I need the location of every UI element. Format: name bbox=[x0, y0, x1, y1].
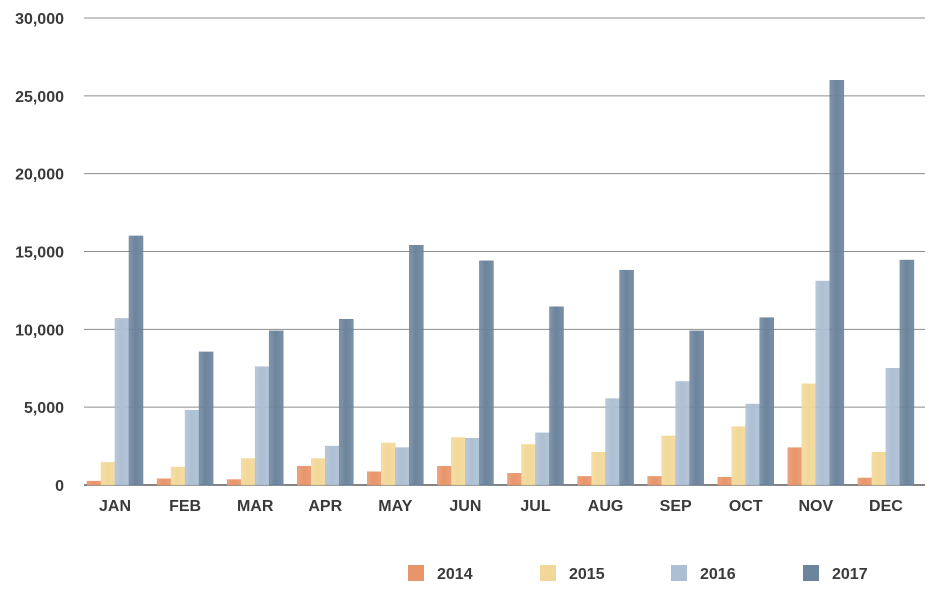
bar-2015-jun bbox=[451, 437, 466, 486]
bar-2014-jul bbox=[507, 473, 522, 486]
bar-2015-may bbox=[381, 442, 396, 486]
bar-2014-apr bbox=[297, 466, 312, 486]
bar-2017-feb bbox=[198, 351, 214, 486]
x-tick-label: MAY bbox=[378, 498, 412, 515]
x-tick-label: NOV bbox=[798, 498, 833, 515]
legend-item-2014: 2014 bbox=[408, 565, 473, 583]
legend-label: 2014 bbox=[437, 566, 473, 583]
bar-2016-aug bbox=[605, 398, 620, 486]
bar-2017-may bbox=[409, 245, 424, 486]
bar-2014-sep bbox=[647, 476, 662, 486]
y-axis-tick-labels: 0 5,000 10,000 15,000 20,000 25,000 30,000 bbox=[15, 11, 64, 495]
y-tick-label: 20,000 bbox=[15, 167, 64, 184]
bar-group-jun bbox=[437, 260, 494, 486]
bar-2017-sep bbox=[689, 330, 704, 486]
x-tick-label: AUG bbox=[588, 498, 624, 515]
legend-swatch bbox=[540, 565, 556, 581]
bar-2015-aug bbox=[591, 452, 606, 486]
bar-2014-aug bbox=[577, 476, 592, 486]
bar-2015-mar bbox=[240, 458, 256, 486]
bar-2017-nov bbox=[829, 80, 845, 486]
bar-2016-sep bbox=[675, 381, 690, 486]
bar-2014-dec bbox=[857, 477, 873, 486]
y-tick-label: 30,000 bbox=[15, 11, 64, 28]
bar-2016-apr bbox=[325, 445, 340, 486]
bar-2015-jul bbox=[521, 444, 536, 486]
bar-2014-jan bbox=[86, 480, 102, 486]
legend-swatch bbox=[803, 565, 819, 581]
y-tick-label: 15,000 bbox=[15, 245, 64, 262]
bar-group-dec bbox=[857, 259, 915, 486]
bar-2016-mar bbox=[254, 366, 270, 486]
y-tick-label: 0 bbox=[55, 478, 64, 495]
bar-group-mar bbox=[226, 330, 284, 486]
x-tick-label: APR bbox=[308, 498, 342, 515]
legend-label: 2015 bbox=[569, 566, 605, 583]
x-tick-label: FEB bbox=[169, 498, 201, 515]
bar-2014-feb bbox=[156, 478, 172, 486]
bar-2017-mar bbox=[268, 330, 284, 486]
gridlines bbox=[84, 17, 925, 486]
bar-2016-dec bbox=[885, 368, 901, 486]
bar-2017-jul bbox=[549, 306, 564, 486]
bar-2016-jan bbox=[114, 318, 130, 486]
legend-item-2015: 2015 bbox=[540, 565, 605, 583]
bar-group-oct bbox=[717, 317, 774, 486]
bar-2017-apr bbox=[339, 318, 354, 486]
bar-2015-sep bbox=[661, 435, 676, 486]
bar-group-nov bbox=[787, 80, 845, 486]
legend-label: 2017 bbox=[832, 566, 868, 583]
x-tick-label: SEP bbox=[660, 498, 692, 515]
x-tick-label: OCT bbox=[729, 498, 763, 515]
bar-2014-mar bbox=[226, 479, 242, 486]
bar-2016-may bbox=[395, 447, 410, 486]
y-tick-label: 10,000 bbox=[15, 322, 64, 339]
bar-2016-nov bbox=[815, 280, 831, 486]
legend: 2014 2015 2016 2017 bbox=[408, 565, 868, 583]
bar-group-sep bbox=[647, 330, 704, 486]
x-tick-label: MAR bbox=[237, 498, 274, 515]
bar-2014-nov bbox=[787, 447, 803, 486]
x-tick-label: DEC bbox=[869, 498, 903, 515]
bar-2016-feb bbox=[184, 410, 200, 486]
bar-2017-jan bbox=[128, 235, 144, 486]
legend-item-2017: 2017 bbox=[803, 565, 868, 583]
bar-2016-jul bbox=[535, 432, 550, 486]
bar-2017-dec bbox=[899, 259, 915, 486]
bar-group-jul bbox=[507, 306, 564, 486]
bar-2017-aug bbox=[619, 269, 634, 486]
bar-2016-jun bbox=[465, 438, 480, 486]
bar-2015-jan bbox=[100, 462, 116, 486]
y-tick-label: 25,000 bbox=[15, 89, 64, 106]
bar-2015-apr bbox=[311, 458, 326, 486]
bar-group-aug bbox=[577, 269, 634, 486]
bar-2014-oct bbox=[717, 476, 732, 486]
bar-2015-nov bbox=[801, 383, 817, 486]
bar-2017-jun bbox=[479, 260, 494, 486]
x-tick-label: JUL bbox=[520, 498, 550, 515]
bar-2016-oct bbox=[745, 403, 760, 486]
legend-item-2016: 2016 bbox=[671, 565, 736, 583]
bar-2014-may bbox=[367, 471, 382, 486]
x-tick-label: JUN bbox=[449, 498, 481, 515]
y-tick-label: 5,000 bbox=[24, 400, 64, 417]
legend-label: 2016 bbox=[700, 566, 736, 583]
bar-group-apr bbox=[297, 318, 354, 486]
legend-swatch bbox=[408, 565, 424, 581]
x-tick-label: JAN bbox=[99, 498, 131, 515]
x-axis-tick-labels: JAN FEB MAR APR MAY JUN JUL AUG SEP OCT NOV DEC bbox=[99, 498, 903, 515]
bar-2015-dec bbox=[871, 452, 887, 486]
bar-2017-oct bbox=[759, 317, 774, 486]
legend-swatch bbox=[671, 565, 687, 581]
bars bbox=[86, 80, 915, 486]
bar-2014-jun bbox=[437, 466, 452, 486]
bar-group-may bbox=[367, 245, 424, 486]
bar-group-jan bbox=[86, 235, 144, 486]
bar-group-feb bbox=[156, 351, 214, 486]
bar-2015-feb bbox=[170, 466, 186, 486]
bar-2015-oct bbox=[731, 426, 746, 486]
